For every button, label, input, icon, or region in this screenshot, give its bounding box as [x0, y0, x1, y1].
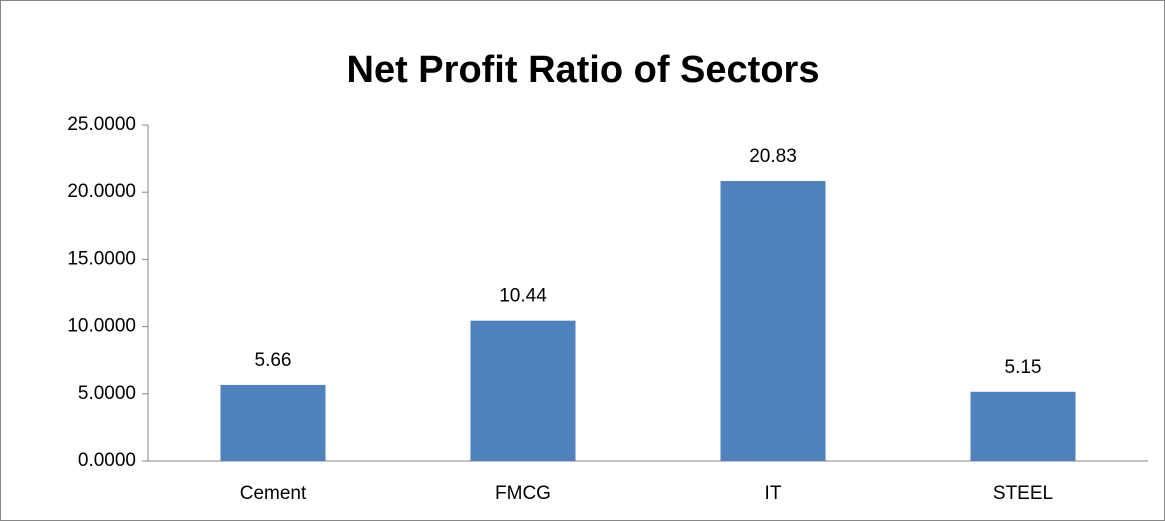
chart-title: Net Profit Ratio of Sectors	[347, 49, 820, 91]
data-label: 5.15	[1005, 357, 1042, 378]
x-tick-label: FMCG	[495, 483, 551, 504]
x-tick-label: STEEL	[993, 483, 1053, 504]
bar	[470, 320, 576, 461]
data-label: 10.44	[499, 286, 547, 307]
x-tick-label: IT	[765, 483, 782, 504]
y-tick-label: 20.0000	[67, 181, 136, 202]
bar	[220, 384, 326, 461]
data-label: 20.83	[749, 146, 797, 167]
y-tick-label: 0.0000	[78, 450, 136, 471]
bar	[720, 181, 826, 461]
data-label: 5.66	[255, 350, 292, 371]
x-tick-label: Cement	[240, 483, 307, 504]
y-tick-label: 5.0000	[78, 383, 136, 404]
y-tick-label: 15.0000	[67, 248, 136, 269]
bar	[970, 391, 1076, 461]
y-tick-label: 25.0000	[67, 114, 136, 135]
y-tick-label: 10.0000	[67, 316, 136, 337]
